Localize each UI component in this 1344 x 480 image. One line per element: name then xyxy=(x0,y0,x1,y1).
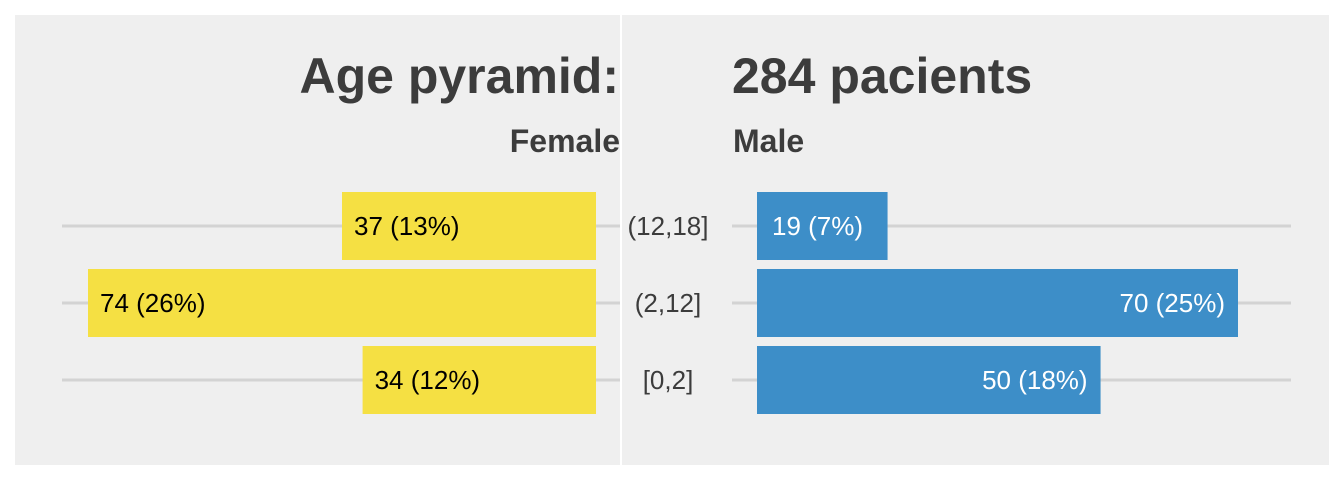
bar-label-male: 19 (7%) xyxy=(772,211,863,241)
bar-label-female: 34 (12%) xyxy=(375,365,481,395)
bar-label-male: 70 (25%) xyxy=(1120,288,1226,318)
bar-female xyxy=(362,346,596,414)
bar-label-male: 50 (18%) xyxy=(982,365,1088,395)
bar-female xyxy=(88,269,596,337)
chart-title-left: Age pyramid: xyxy=(299,48,619,104)
category-label: [0,2] xyxy=(643,365,694,395)
bar-label-female: 37 (13%) xyxy=(354,211,460,241)
category-label: (2,12] xyxy=(635,288,702,318)
bar-male xyxy=(757,192,888,260)
chart-title-right: 284 pacients xyxy=(732,48,1032,104)
panel-title-female: Female xyxy=(510,123,620,159)
bar-male xyxy=(757,346,1101,414)
bar-female xyxy=(342,192,596,260)
panel-title-male: Male xyxy=(733,123,804,159)
bar-label-female: 74 (26%) xyxy=(100,288,206,318)
category-label: (12,18] xyxy=(628,211,709,241)
bar-male xyxy=(757,269,1238,337)
